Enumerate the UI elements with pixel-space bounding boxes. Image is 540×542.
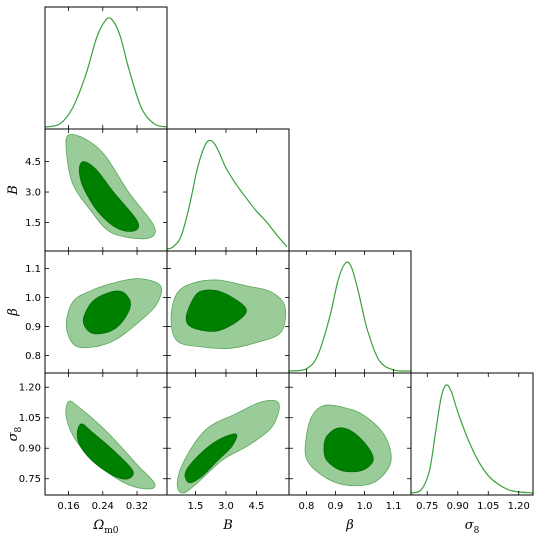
marginal-curve-0 (44, 17, 168, 128)
x-tick-label-0-2: 0.32 (126, 501, 148, 512)
x-tick-label-1-1: 3.0 (218, 501, 234, 512)
x-axis-label-sub-0: m0 (104, 526, 119, 536)
contour-95-region (65, 400, 156, 490)
x-axis-label-symbol-3: σ (465, 518, 475, 533)
y-tick-label-2-3: 1.1 (25, 264, 41, 275)
y-axis-label-1: B (6, 185, 21, 196)
x-axis-label-2: β (345, 518, 354, 533)
contour-panel--1-3 (176, 399, 280, 494)
contour-panel-m0-0-3 (65, 400, 156, 490)
x-axis-label-symbol-2: β (345, 518, 354, 533)
contour-panel-m0-0-2 (65, 278, 163, 349)
contour-panel--1-2 (170, 279, 287, 349)
contour-panel-m0-0-1 (65, 134, 156, 240)
y-tick-label-1-2: 4.5 (25, 157, 41, 168)
panel-frame-2-2 (288, 250, 412, 374)
x-tick-label-0-1: 0.24 (92, 501, 114, 512)
contour-panel--2-3 (304, 404, 392, 487)
x-axis-label-sub-3: 8 (474, 526, 480, 536)
x-tick-label-0-0: 0.16 (57, 501, 79, 512)
y-tick-label-2-2: 1.0 (25, 293, 41, 304)
x-tick-label-2-1: 0.9 (328, 501, 344, 512)
panel-frame-0-0 (44, 6, 168, 130)
x-tick-label-3-0: 0.75 (416, 501, 438, 512)
panel-frame-3-3 (410, 372, 534, 496)
y-axis-label-symbol-1: B (6, 185, 21, 196)
x-tick-label-2-0: 0.8 (298, 501, 314, 512)
x-tick-label-3-1: 0.90 (447, 501, 469, 512)
y-tick-label-3-2: 1.05 (19, 413, 41, 424)
x-tick-label-1-0: 1.5 (188, 501, 204, 512)
x-tick-label-3-3: 1.20 (508, 501, 530, 512)
x-axis-label-3: σ8 (465, 518, 480, 536)
x-tick-label-2-3: 1.1 (386, 501, 402, 512)
x-tick-label-1-2: 4.5 (249, 501, 265, 512)
contour-95-region (65, 134, 156, 240)
y-tick-label-3-0: 0.75 (19, 474, 41, 485)
x-tick-label-3-2: 1.05 (477, 501, 499, 512)
x-axis-label-0: Ωm0 (92, 518, 118, 536)
contour-68-region (184, 433, 238, 484)
contour-68-region (185, 289, 247, 332)
marginal-curve-1 (166, 139, 288, 250)
x-axis-label-symbol-1: B (222, 518, 233, 533)
y-axis-label-symbol-2: β (6, 308, 21, 317)
y-axis-label-2: β (6, 308, 21, 317)
y-tick-label-2-0: 0.8 (25, 351, 41, 362)
marginal-curve-2 (288, 261, 412, 372)
x-tick-label-2-2: 1.0 (357, 501, 373, 512)
x-axis-label-symbol-0: Ω (92, 518, 104, 533)
contour-68-region (82, 290, 131, 335)
y-tick-label-1-0: 1.5 (25, 218, 41, 229)
panel-frame-1-1 (166, 128, 290, 252)
y-axis-label-3: σ8 (6, 426, 24, 441)
y-tick-label-3-1: 0.90 (19, 444, 41, 455)
y-tick-label-2-1: 0.9 (25, 322, 41, 333)
contour-68-region (78, 161, 140, 232)
contour-68-region (323, 427, 374, 473)
y-tick-label-1-1: 3.0 (25, 188, 41, 199)
y-axis-label-sub-3: 8 (14, 426, 24, 432)
x-axis-label-1: B (222, 518, 233, 533)
y-axis-label-symbol-3: σ (6, 431, 21, 441)
marginal-curve-3 (410, 384, 534, 494)
y-tick-label-3-3: 1.20 (19, 383, 41, 394)
contour-68-region (76, 423, 134, 480)
